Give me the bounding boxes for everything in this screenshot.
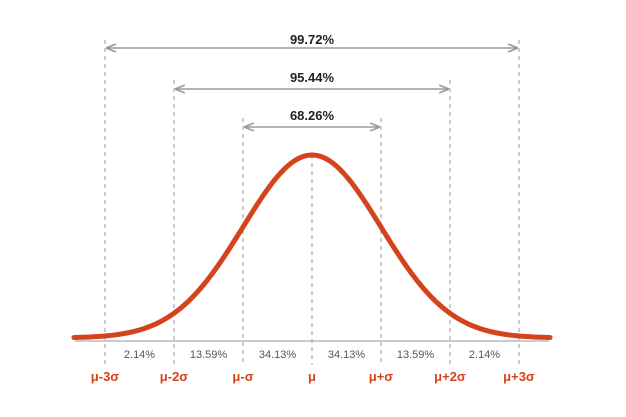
- segment-percentage-label: 2.14%: [469, 349, 500, 361]
- sigma-tick-label: μ-σ: [232, 369, 253, 384]
- sigma-tick-labels: μ-3σ μ-2σ μ-σ μ μ+σ μ+2σ μ+3σ: [91, 369, 535, 384]
- segment-percentage-label: 13.59%: [397, 349, 435, 361]
- sigma-tick-label: μ-2σ: [160, 369, 189, 384]
- bell-curve: [71, 152, 553, 341]
- segment-percentage-label: 34.13%: [328, 349, 366, 361]
- range-brackets: 68.26% 95.44% 99.72%: [107, 32, 517, 127]
- sigma-tick-label: μ+2σ: [434, 369, 466, 384]
- segment-percentage-label: 13.59%: [190, 349, 228, 361]
- range-percentage-label: 68.26%: [290, 108, 335, 123]
- range-percentage-label: 99.72%: [290, 32, 335, 47]
- segment-percentage-label: 2.14%: [124, 349, 155, 361]
- sigma-tick-label: μ+3σ: [503, 369, 535, 384]
- sigma-tick-label: μ: [308, 369, 316, 384]
- segment-percentage-label: 34.13%: [259, 349, 297, 361]
- segment-percentages: 2.14% 13.59% 34.13% 34.13% 13.59% 2.14%: [124, 349, 500, 361]
- sigma-tick-label: μ+σ: [369, 369, 394, 384]
- sigma-guide-lines: [104, 40, 520, 365]
- sigma-tick-label: μ-3σ: [91, 369, 120, 384]
- range-percentage-label: 95.44%: [290, 70, 335, 85]
